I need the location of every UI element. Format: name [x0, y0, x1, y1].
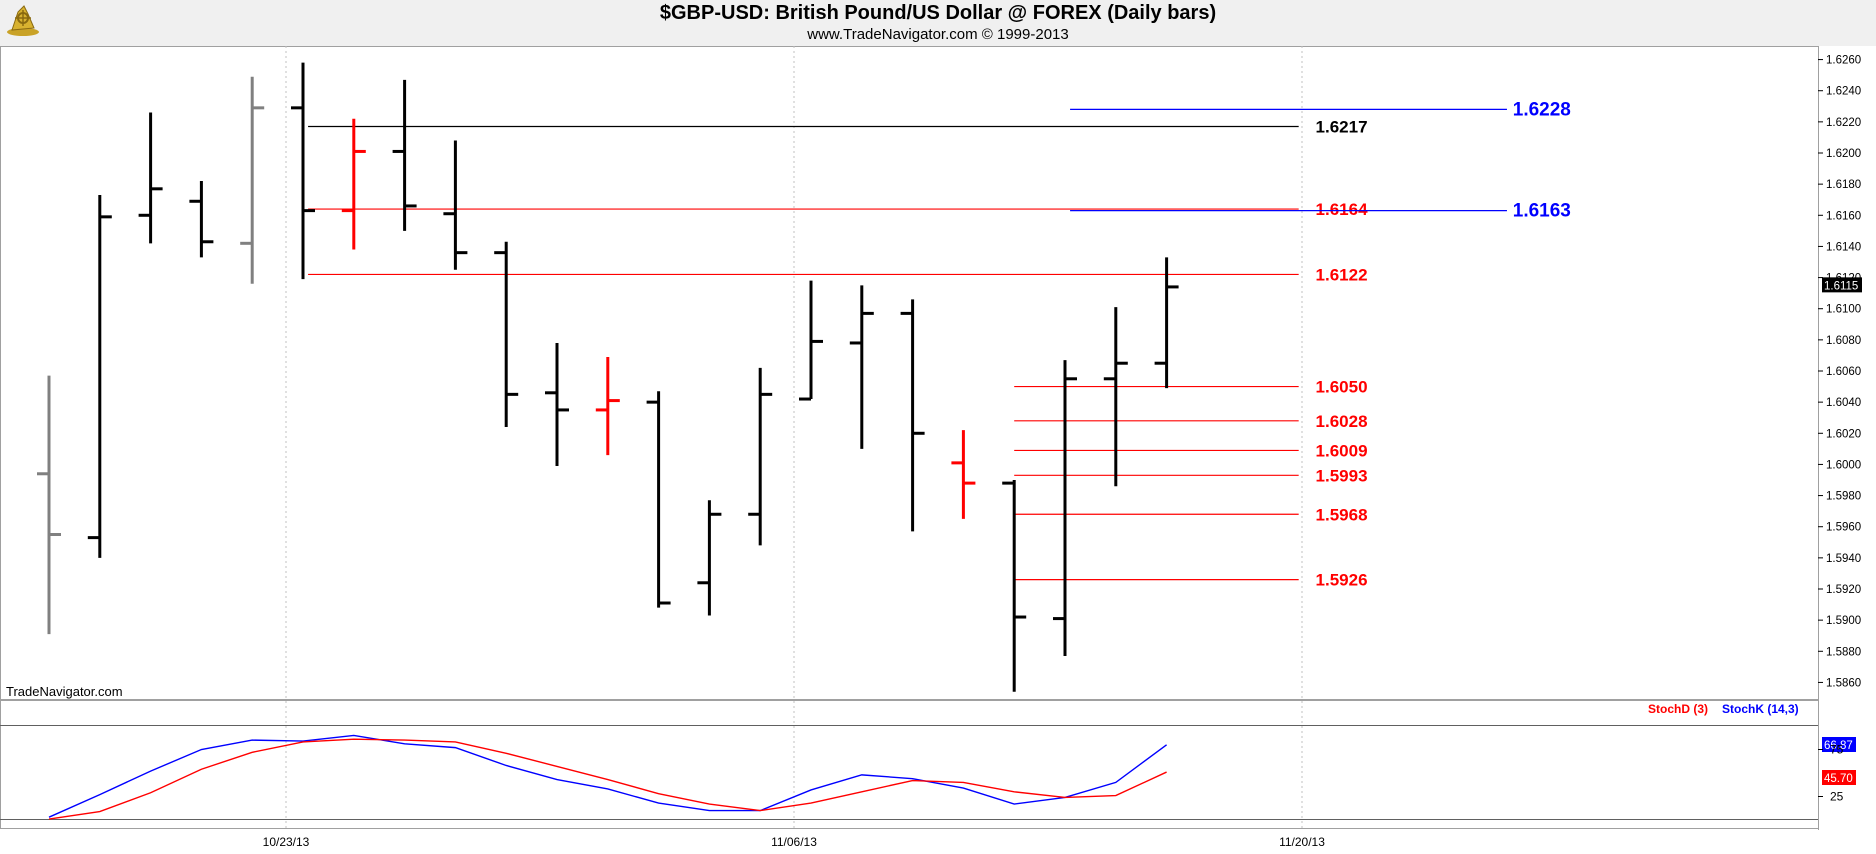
- level-label: 1.5968: [1316, 505, 1368, 524]
- ohlc-bar: [951, 430, 976, 519]
- chart-subtitle: www.TradeNavigator.com © 1999-2013: [807, 26, 1069, 43]
- y-tick-label: 1.6140: [1826, 241, 1861, 253]
- stoch-value-badge: [1822, 737, 1856, 752]
- y-tick-label: 1.6180: [1826, 179, 1861, 191]
- level-label: 1.6009: [1316, 441, 1368, 460]
- ohlc-bar: [697, 500, 722, 616]
- y-tick-label: 1.6040: [1826, 397, 1861, 409]
- price-bars: [37, 62, 1179, 692]
- y-tick-label: 1.5900: [1826, 615, 1861, 627]
- ohlc-bar: [748, 367, 773, 546]
- ohlc-bar: [849, 285, 874, 449]
- stoch-series-line: [48, 738, 1167, 820]
- stoch-value-label: 45.70: [1824, 773, 1853, 785]
- stoch-tick-label: 75: [1830, 743, 1844, 757]
- y-tick-label: 1.5980: [1826, 491, 1861, 503]
- ohlc-bar: [1053, 360, 1077, 656]
- navigator-ship-wheel-icon: [4, 2, 42, 43]
- y-tick-label: 1.6160: [1826, 210, 1861, 222]
- y-tick-label: 1.5860: [1826, 677, 1861, 689]
- ohlc-bar: [595, 356, 620, 456]
- legend-stochk: StochK (14,3): [1722, 702, 1799, 716]
- y-tick-label: 1.5960: [1826, 522, 1861, 534]
- stoch-tick-label: 25: [1830, 790, 1844, 804]
- ohlc-bar: [240, 76, 265, 284]
- stochastic-panel: 66.87 45.70 StochD (3) StochK (14,3): [48, 702, 1856, 820]
- ohlc-bar: [1103, 307, 1128, 487]
- ohlc-bar: [392, 79, 417, 231]
- legend-stochd: StochD (3): [1648, 702, 1708, 716]
- y-tick-label: 1.5880: [1826, 646, 1861, 658]
- level-label: 1.5926: [1316, 571, 1368, 590]
- level-label: 1.6028: [1316, 412, 1368, 431]
- chart-title: $GBP-USD: British Pound/US Dollar @ FORE…: [659, 2, 1217, 24]
- price-panel-frame: [0, 46, 1819, 700]
- y-tick-label: 1.5940: [1826, 553, 1861, 565]
- ohlc-bar: [138, 112, 163, 244]
- level-label: 1.6228: [1513, 99, 1571, 120]
- y-tick-label: 1.6020: [1826, 428, 1861, 440]
- last-price-badge: [1822, 277, 1862, 293]
- level-label: 1.6122: [1316, 265, 1368, 284]
- ohlc-bar: [443, 140, 468, 270]
- level-label: 1.6164: [1316, 200, 1369, 219]
- ohlc-bar: [1002, 480, 1027, 692]
- grid: [0, 46, 1819, 830]
- y-tick-label: 1.6060: [1826, 366, 1861, 378]
- ohlc-bar: [494, 241, 519, 428]
- level-label: 1.6163: [1513, 201, 1571, 222]
- level-label: 1.6217: [1316, 118, 1368, 137]
- ohlc-bar: [799, 280, 823, 401]
- ohlc-bar: [37, 375, 61, 635]
- watermark-text: TradeNavigator.com: [6, 684, 123, 699]
- level-label: 1.6050: [1316, 378, 1368, 397]
- stoch-series-line: [48, 734, 1168, 818]
- y-tick-label: 1.6100: [1826, 304, 1861, 316]
- y-tick-label: 1.6220: [1826, 117, 1861, 129]
- axes: 10/23/13 11/06/13 11/20/13 1.5860 1.5880 1.59…: [263, 46, 1862, 849]
- y-tick-label: 1.6200: [1826, 148, 1861, 160]
- level-label: 1.5993: [1316, 466, 1368, 485]
- last-price-label: 1.6115: [1824, 280, 1858, 292]
- x-tick-label: 10/23/13: [263, 835, 310, 849]
- ohlc-bar: [87, 195, 112, 558]
- ohlc-bar: [545, 342, 569, 466]
- ohlc-bar: [291, 62, 315, 280]
- ohlc-bar: [341, 118, 366, 250]
- ohlc-bar: [646, 391, 671, 608]
- stoch-value-label: 66.87: [1824, 740, 1853, 752]
- y-tick-label: 1.6080: [1826, 335, 1861, 347]
- x-tick-label: 11/20/13: [1279, 835, 1325, 849]
- chart-header: $GBP-USD: British Pound/US Dollar @ FORE…: [0, 0, 1876, 46]
- level-lines: 1.6228 1.6217 1.6164 1.6163 1.6122 1.6050 1.60…: [308, 99, 1571, 590]
- stoch-panel-frame: [0, 700, 1819, 829]
- y-tick-label: 1.6000: [1826, 459, 1861, 471]
- x-tick-label: 11/06/13: [771, 835, 817, 849]
- y-tick-label: 1.5920: [1826, 584, 1861, 596]
- stoch-value-badge: [1822, 770, 1856, 785]
- ohlc-bar: [189, 181, 214, 258]
- ohlc-bar: [900, 299, 925, 532]
- ohlc-bar: [1154, 257, 1179, 389]
- y-tick-label: 1.6260: [1826, 55, 1861, 67]
- y-tick-label: 1.6240: [1826, 86, 1861, 98]
